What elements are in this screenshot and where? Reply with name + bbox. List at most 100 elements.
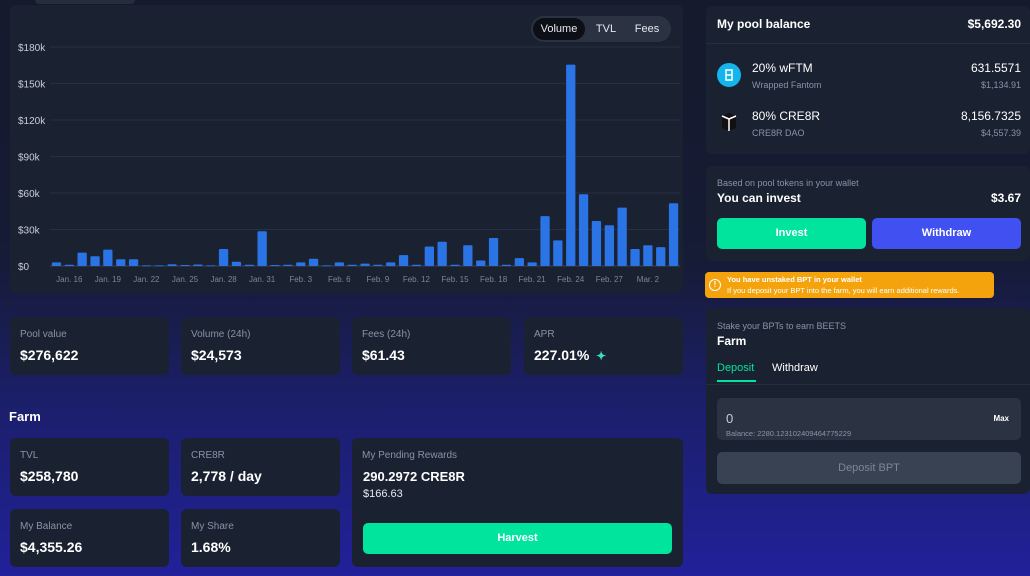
rewards-amount: 290.2972 CRE8R: [363, 469, 465, 484]
token-amount: 631.5571: [970, 61, 1021, 75]
stat-value: 1.68%: [191, 539, 231, 555]
unstaked-warning: ! You have unstaked BPT in your wallet I…: [705, 272, 994, 298]
stat-value: $4,355.26: [20, 539, 83, 555]
stat-value: $258,780: [20, 468, 79, 484]
max-button[interactable]: Max: [993, 414, 1009, 423]
pool-balance-title: My pool balance: [717, 17, 811, 31]
bpt-balance: Balance: 2280.123102409464775229: [726, 429, 852, 438]
stat-label: CRE8R: [191, 450, 225, 461]
token-usd: $1,134.91: [980, 80, 1021, 90]
invest-button[interactable]: Invest: [717, 218, 866, 249]
stat-value: $24,573: [191, 347, 242, 363]
x-tick-label: Jan. 31: [249, 275, 276, 284]
chart-bar: [398, 255, 409, 266]
chart-bar: [578, 194, 589, 266]
chart-bar: [244, 264, 254, 266]
sparkle-icon[interactable]: ✦: [596, 349, 607, 363]
chart-bar: [540, 216, 550, 266]
chart-bar: [64, 264, 74, 266]
x-tick-label: Jan. 25: [172, 275, 199, 284]
stat-pool-value: Pool value $276,622: [10, 317, 169, 375]
chart-bar: [630, 249, 640, 266]
token-amount: 8,156.7325: [960, 109, 1021, 123]
farm-balance-card: My Balance $4,355.26: [10, 509, 169, 567]
chart-bar: [206, 265, 216, 267]
x-tick-label: Feb. 27: [596, 275, 624, 284]
chart-bar: [656, 247, 666, 266]
x-tick-label: Feb. 24: [557, 275, 585, 284]
volume-chart-card: $0 $30k $60k $90k $120k $150k $180k Jan. 16 Jan.…: [10, 5, 683, 293]
chart-bar: [270, 265, 280, 266]
x-tick-label: Mar. 2: [637, 275, 660, 284]
chart-bar: [617, 207, 627, 266]
chart-bar: [180, 265, 190, 266]
farm-tvl-card: TVL $258,780: [10, 438, 169, 496]
token-name: 20% wFTM: [752, 61, 813, 75]
chart-bar: [643, 245, 653, 266]
deposit-bpt-button[interactable]: Deposit BPT: [717, 452, 1021, 484]
stat-value: $276,622: [20, 347, 79, 363]
y-tick-label: $60k: [18, 189, 41, 200]
warning-title: You have unstaked BPT in your wallet: [727, 275, 862, 284]
chart-bar: [450, 264, 460, 266]
chart-bar: [514, 258, 524, 266]
tab-withdraw[interactable]: Withdraw: [772, 362, 818, 374]
farm-heading: Farm: [9, 409, 41, 424]
x-tick-label: Jan. 28: [210, 275, 237, 284]
chart-bar: [231, 261, 242, 266]
pool-balance-card: My pool balance $5,692.30 20% wFTM Wrapp…: [706, 6, 1030, 154]
x-tick-label: Feb. 9: [367, 275, 390, 284]
tab-deposit[interactable]: Deposit: [717, 362, 755, 374]
stat-fees-24h: Fees (24h) $61.43: [352, 317, 511, 375]
x-tick-label: Feb. 15: [441, 275, 469, 284]
x-tick-label: Jan. 19: [95, 275, 122, 284]
chart-bar: [103, 249, 113, 266]
chart-bar: [283, 264, 293, 266]
stat-label: TVL: [20, 450, 39, 461]
deposit-amount-input[interactable]: 0: [726, 411, 734, 426]
volume-chart: $0 $30k $60k $90k $120k $150k $180k Jan. 16 Jan.…: [18, 43, 680, 284]
y-tick-label: $150k: [18, 80, 46, 91]
withdraw-button[interactable]: Withdraw: [872, 218, 1021, 249]
stat-value: $61.43: [362, 347, 405, 363]
chart-bar: [218, 249, 229, 266]
chart-bar: [527, 262, 537, 266]
chart-bar: [296, 262, 306, 266]
stake-note: Stake your BPTs to earn BEETS: [717, 321, 847, 331]
stake-farm-card: Stake your BPTs to earn BEETS Farm Depos…: [706, 308, 1030, 494]
fantom-icon: [717, 63, 741, 87]
chart-bar: [373, 264, 383, 266]
tab-volume[interactable]: Volume: [533, 18, 585, 40]
chart-bar: [463, 245, 473, 266]
chart-bar: [604, 225, 614, 266]
harvest-button[interactable]: Harvest: [363, 523, 672, 554]
warning-body: If you deposit your BPT into the farm, y…: [727, 286, 960, 295]
rewards-label: My Pending Rewards: [362, 450, 458, 461]
chart-bar: [128, 259, 139, 266]
stat-label: APR: [534, 329, 555, 340]
tab-tvl[interactable]: TVL: [595, 23, 617, 35]
rewards-usd: $166.63: [363, 488, 403, 500]
chart-bar: [334, 262, 344, 266]
chart-bar: [424, 246, 434, 266]
chart-bar: [193, 264, 203, 266]
chart-bar: [347, 264, 357, 266]
stat-label: My Balance: [20, 521, 73, 532]
stat-apr: APR 227.01% ✦: [524, 317, 683, 375]
invest-value: $3.67: [990, 191, 1021, 205]
invest-card: Based on pool tokens in your wallet You …: [706, 166, 1030, 261]
chart-bar: [411, 264, 422, 266]
tab-fees[interactable]: Fees: [634, 23, 660, 35]
x-tick-label: Feb. 12: [403, 275, 431, 284]
chart-bar: [668, 203, 679, 266]
stat-label: Volume (24h): [191, 329, 251, 340]
farm-share-card: My Share 1.68%: [181, 509, 340, 567]
chart-metric-toggle[interactable]: Volume TVL Fees: [531, 16, 671, 42]
stat-value: 227.01% ✦: [534, 347, 606, 363]
deposit-amount-field[interactable]: 0 Max Balance: 2280.123102409464775229: [717, 398, 1021, 440]
apr-value: 227.01%: [534, 347, 590, 363]
farm-emission-card: CRE8R 2,778 / day: [181, 438, 340, 496]
chart-bar: [553, 240, 563, 266]
chart-bar: [167, 264, 177, 266]
chart-bar: [437, 241, 447, 266]
